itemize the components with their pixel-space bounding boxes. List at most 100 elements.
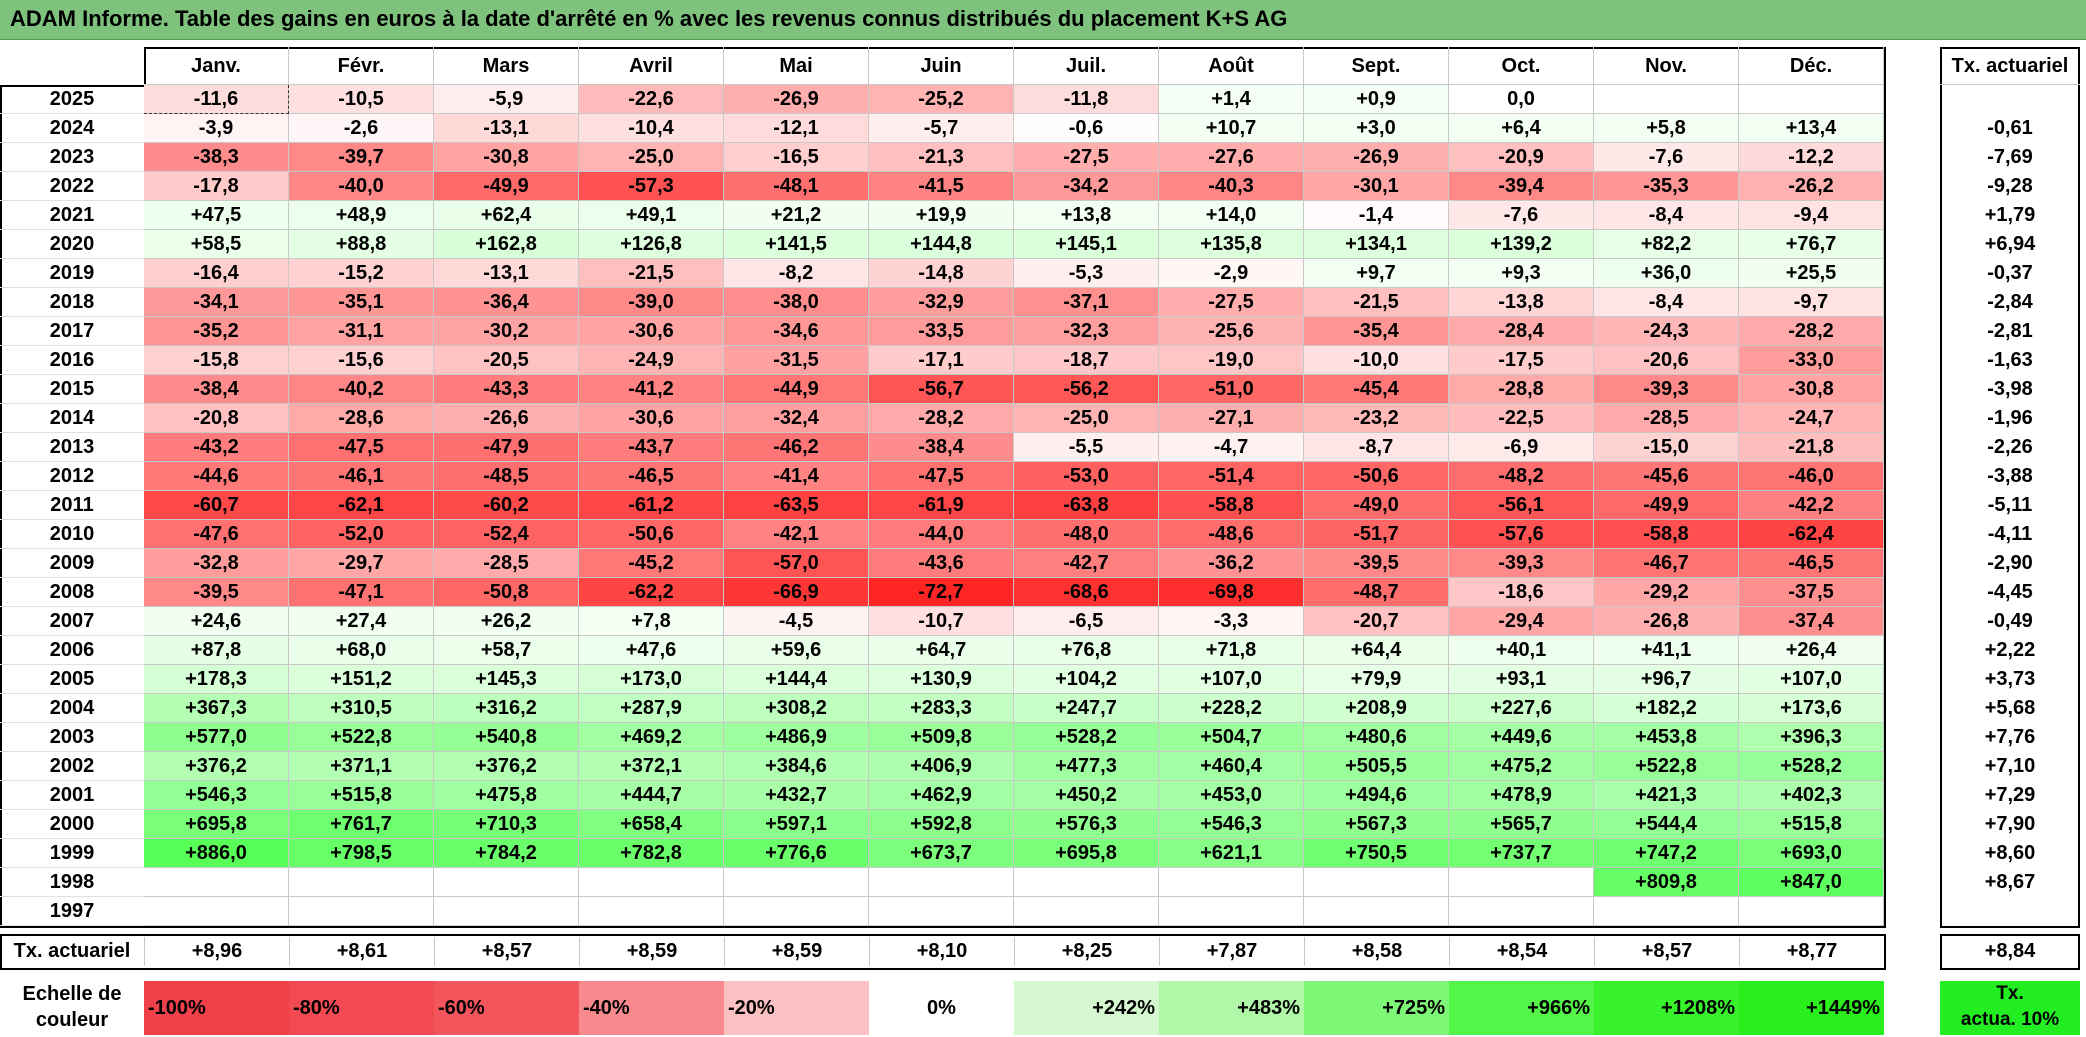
table-cell[interactable]: -38,3 [144, 143, 289, 172]
table-cell[interactable]: -45,6 [1594, 462, 1739, 491]
table-cell[interactable]: +104,2 [1014, 665, 1159, 694]
table-cell[interactable]: +546,3 [1159, 810, 1304, 839]
table-cell[interactable] [1159, 868, 1304, 897]
table-cell[interactable]: -37,1 [1014, 288, 1159, 317]
table-cell[interactable]: -35,3 [1594, 172, 1739, 201]
table-cell[interactable]: +64,7 [869, 636, 1014, 665]
table-cell[interactable]: -28,2 [869, 404, 1014, 433]
table-cell[interactable]: -30,8 [434, 143, 579, 172]
table-cell[interactable]: -34,2 [1014, 172, 1159, 201]
table-cell[interactable]: -47,9 [434, 433, 579, 462]
table-cell[interactable] [289, 897, 434, 926]
table-cell[interactable]: -62,2 [579, 578, 724, 607]
table-cell[interactable]: -72,7 [869, 578, 1014, 607]
table-cell[interactable]: +47,6 [579, 636, 724, 665]
table-cell[interactable]: -38,0 [724, 288, 869, 317]
table-cell[interactable]: -62,1 [289, 491, 434, 520]
table-cell[interactable]: -11,6 [144, 85, 289, 114]
table-cell[interactable] [579, 868, 724, 897]
table-cell[interactable]: -61,2 [579, 491, 724, 520]
table-cell[interactable]: +509,8 [869, 723, 1014, 752]
table-cell[interactable]: -21,3 [869, 143, 1014, 172]
table-cell[interactable]: +64,4 [1304, 636, 1449, 665]
table-cell[interactable]: +460,4 [1159, 752, 1304, 781]
table-cell[interactable]: -29,2 [1594, 578, 1739, 607]
table-cell[interactable]: -28,2 [1739, 317, 1884, 346]
table-cell[interactable]: -43,2 [144, 433, 289, 462]
table-cell[interactable]: +576,3 [1014, 810, 1159, 839]
table-cell[interactable]: -13,1 [434, 114, 579, 143]
table-cell[interactable]: -56,1 [1449, 491, 1594, 520]
table-cell[interactable]: -12,2 [1739, 143, 1884, 172]
table-cell[interactable]: +444,7 [579, 781, 724, 810]
table-cell[interactable]: -20,5 [434, 346, 579, 375]
table-cell[interactable] [1014, 897, 1159, 926]
table-cell[interactable]: +528,2 [1014, 723, 1159, 752]
table-cell[interactable]: -63,8 [1014, 491, 1159, 520]
table-cell[interactable]: -44,9 [724, 375, 869, 404]
table-cell[interactable]: -8,4 [1594, 288, 1739, 317]
table-cell[interactable]: -6,9 [1449, 433, 1594, 462]
table-cell[interactable]: +544,4 [1594, 810, 1739, 839]
table-cell[interactable]: -13,1 [434, 259, 579, 288]
table-cell[interactable]: 0,0 [1449, 85, 1594, 114]
table-cell[interactable]: -48,6 [1159, 520, 1304, 549]
table-cell[interactable]: -39,5 [144, 578, 289, 607]
table-cell[interactable]: -35,1 [289, 288, 434, 317]
table-cell[interactable] [1159, 897, 1304, 926]
table-cell[interactable]: -68,6 [1014, 578, 1159, 607]
table-cell[interactable]: +1,4 [1159, 85, 1304, 114]
table-cell[interactable]: -24,3 [1594, 317, 1739, 346]
table-cell[interactable]: -20,7 [1304, 607, 1449, 636]
table-cell[interactable] [1014, 868, 1159, 897]
table-cell[interactable]: -58,8 [1594, 520, 1739, 549]
table-cell[interactable]: +6,4 [1449, 114, 1594, 143]
table-cell[interactable]: -15,0 [1594, 433, 1739, 462]
table-cell[interactable]: -28,5 [434, 549, 579, 578]
table-cell[interactable]: +462,9 [869, 781, 1014, 810]
table-cell[interactable]: -51,4 [1159, 462, 1304, 491]
table-cell[interactable]: +546,3 [144, 781, 289, 810]
table-cell[interactable]: +208,9 [1304, 694, 1449, 723]
table-cell[interactable]: +71,8 [1159, 636, 1304, 665]
table-cell[interactable]: +134,1 [1304, 230, 1449, 259]
table-cell[interactable]: +406,9 [869, 752, 1014, 781]
table-cell[interactable]: +93,1 [1449, 665, 1594, 694]
table-cell[interactable]: -38,4 [144, 375, 289, 404]
table-cell[interactable]: -26,6 [434, 404, 579, 433]
table-cell[interactable]: -33,0 [1739, 346, 1884, 375]
table-cell[interactable]: -0,6 [1014, 114, 1159, 143]
table-cell[interactable]: -57,3 [579, 172, 724, 201]
table-cell[interactable]: +747,2 [1594, 839, 1739, 868]
table-cell[interactable]: -3,9 [144, 114, 289, 143]
table-cell[interactable]: -52,0 [289, 520, 434, 549]
table-cell[interactable]: -5,9 [434, 85, 579, 114]
table-cell[interactable]: -23,2 [1304, 404, 1449, 433]
table-cell[interactable]: -2,9 [1159, 259, 1304, 288]
table-cell[interactable]: +287,9 [579, 694, 724, 723]
table-cell[interactable]: -28,6 [289, 404, 434, 433]
table-cell[interactable]: -1,4 [1304, 201, 1449, 230]
table-cell[interactable]: +515,8 [289, 781, 434, 810]
table-cell[interactable]: -14,8 [869, 259, 1014, 288]
table-cell[interactable]: -31,5 [724, 346, 869, 375]
table-cell[interactable]: +68,0 [289, 636, 434, 665]
table-cell[interactable]: +107,0 [1739, 665, 1884, 694]
table-cell[interactable] [434, 868, 579, 897]
table-cell[interactable]: -19,0 [1159, 346, 1304, 375]
table-cell[interactable]: +10,7 [1159, 114, 1304, 143]
table-cell[interactable]: -10,7 [869, 607, 1014, 636]
table-cell[interactable]: +784,2 [434, 839, 579, 868]
table-cell[interactable]: +396,3 [1739, 723, 1884, 752]
table-cell[interactable]: -69,8 [1159, 578, 1304, 607]
table-cell[interactable]: +450,2 [1014, 781, 1159, 810]
table-cell[interactable] [869, 897, 1014, 926]
table-cell[interactable]: -22,6 [579, 85, 724, 114]
table-cell[interactable]: -45,2 [579, 549, 724, 578]
table-cell[interactable]: -18,7 [1014, 346, 1159, 375]
table-cell[interactable]: -49,9 [434, 172, 579, 201]
table-cell[interactable]: +540,8 [434, 723, 579, 752]
table-cell[interactable]: -27,6 [1159, 143, 1304, 172]
table-cell[interactable]: +776,6 [724, 839, 869, 868]
table-cell[interactable]: -52,4 [434, 520, 579, 549]
